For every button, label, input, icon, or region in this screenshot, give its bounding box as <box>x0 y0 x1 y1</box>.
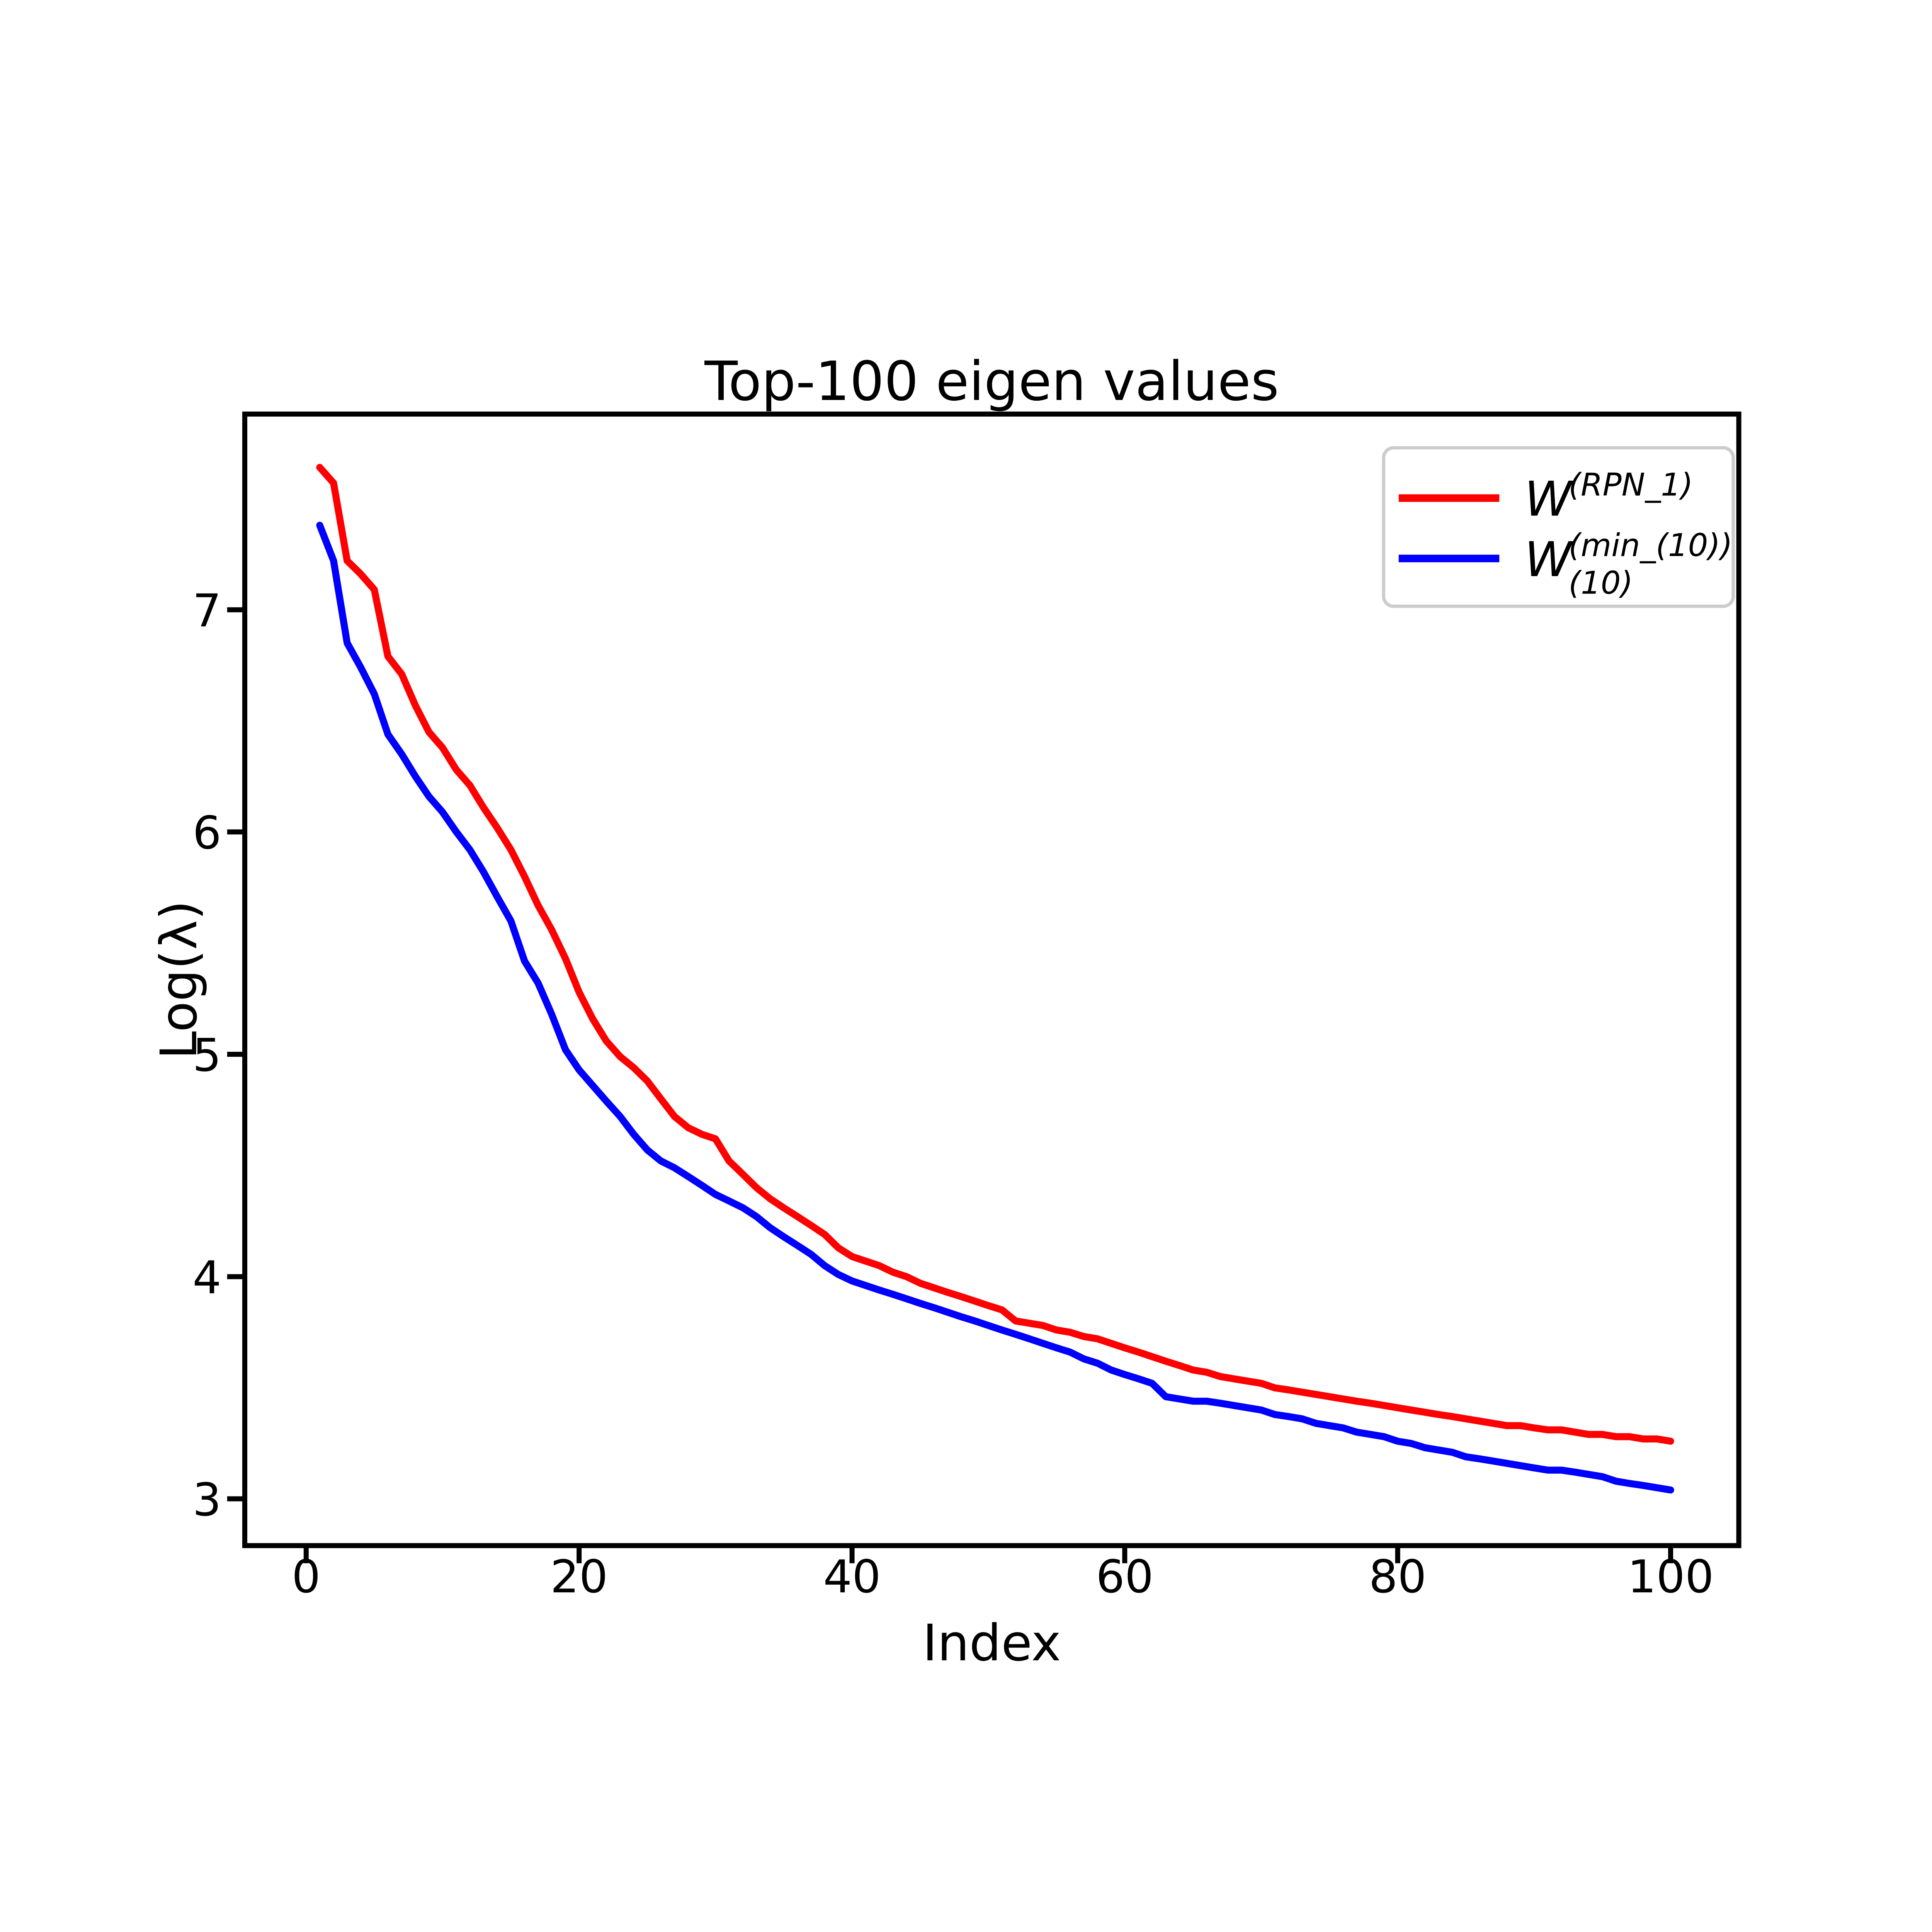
x-tick-label: 0 <box>292 1550 321 1603</box>
legend: W (RPN_1) W (min_(10)) (10) <box>1382 446 1735 608</box>
legend-box <box>1382 446 1735 608</box>
series-line-rpn1 <box>316 464 1674 1445</box>
plot-border <box>242 412 1742 1548</box>
legend-label-min10-sup: (min_(10)) <box>1568 527 1733 564</box>
y-tick-label: 4 <box>192 1251 221 1304</box>
x-tick-label: 80 <box>1369 1550 1427 1603</box>
legend-label-min10-base: W <box>1524 532 1573 588</box>
chart-title: Top-100 eigen values <box>704 350 1279 413</box>
y-tick-label: 5 <box>192 1029 221 1082</box>
legend-label-rpn1-base: W <box>1524 472 1573 527</box>
x-tick-label: 20 <box>550 1550 608 1603</box>
x-axis-label: Index <box>923 1614 1061 1672</box>
x-tick-label: 60 <box>1096 1550 1153 1603</box>
y-tick-label: 6 <box>192 806 221 859</box>
y-axis-label: Log(λ) <box>150 900 208 1059</box>
x-tick-label: 40 <box>823 1550 881 1603</box>
x-ticks: 0 20 40 60 80 100 <box>292 1546 1714 1603</box>
x-tick-label: 100 <box>1628 1550 1714 1603</box>
legend-label-rpn1-sup: (RPN_1) <box>1568 467 1693 503</box>
legend-label-min10-sub: (10) <box>1568 565 1633 601</box>
y-tick-label: 7 <box>192 584 221 637</box>
series-line-min10 <box>316 522 1674 1494</box>
y-tick-label: 3 <box>192 1473 221 1526</box>
y-ticks: 3 4 5 6 7 <box>192 584 245 1526</box>
